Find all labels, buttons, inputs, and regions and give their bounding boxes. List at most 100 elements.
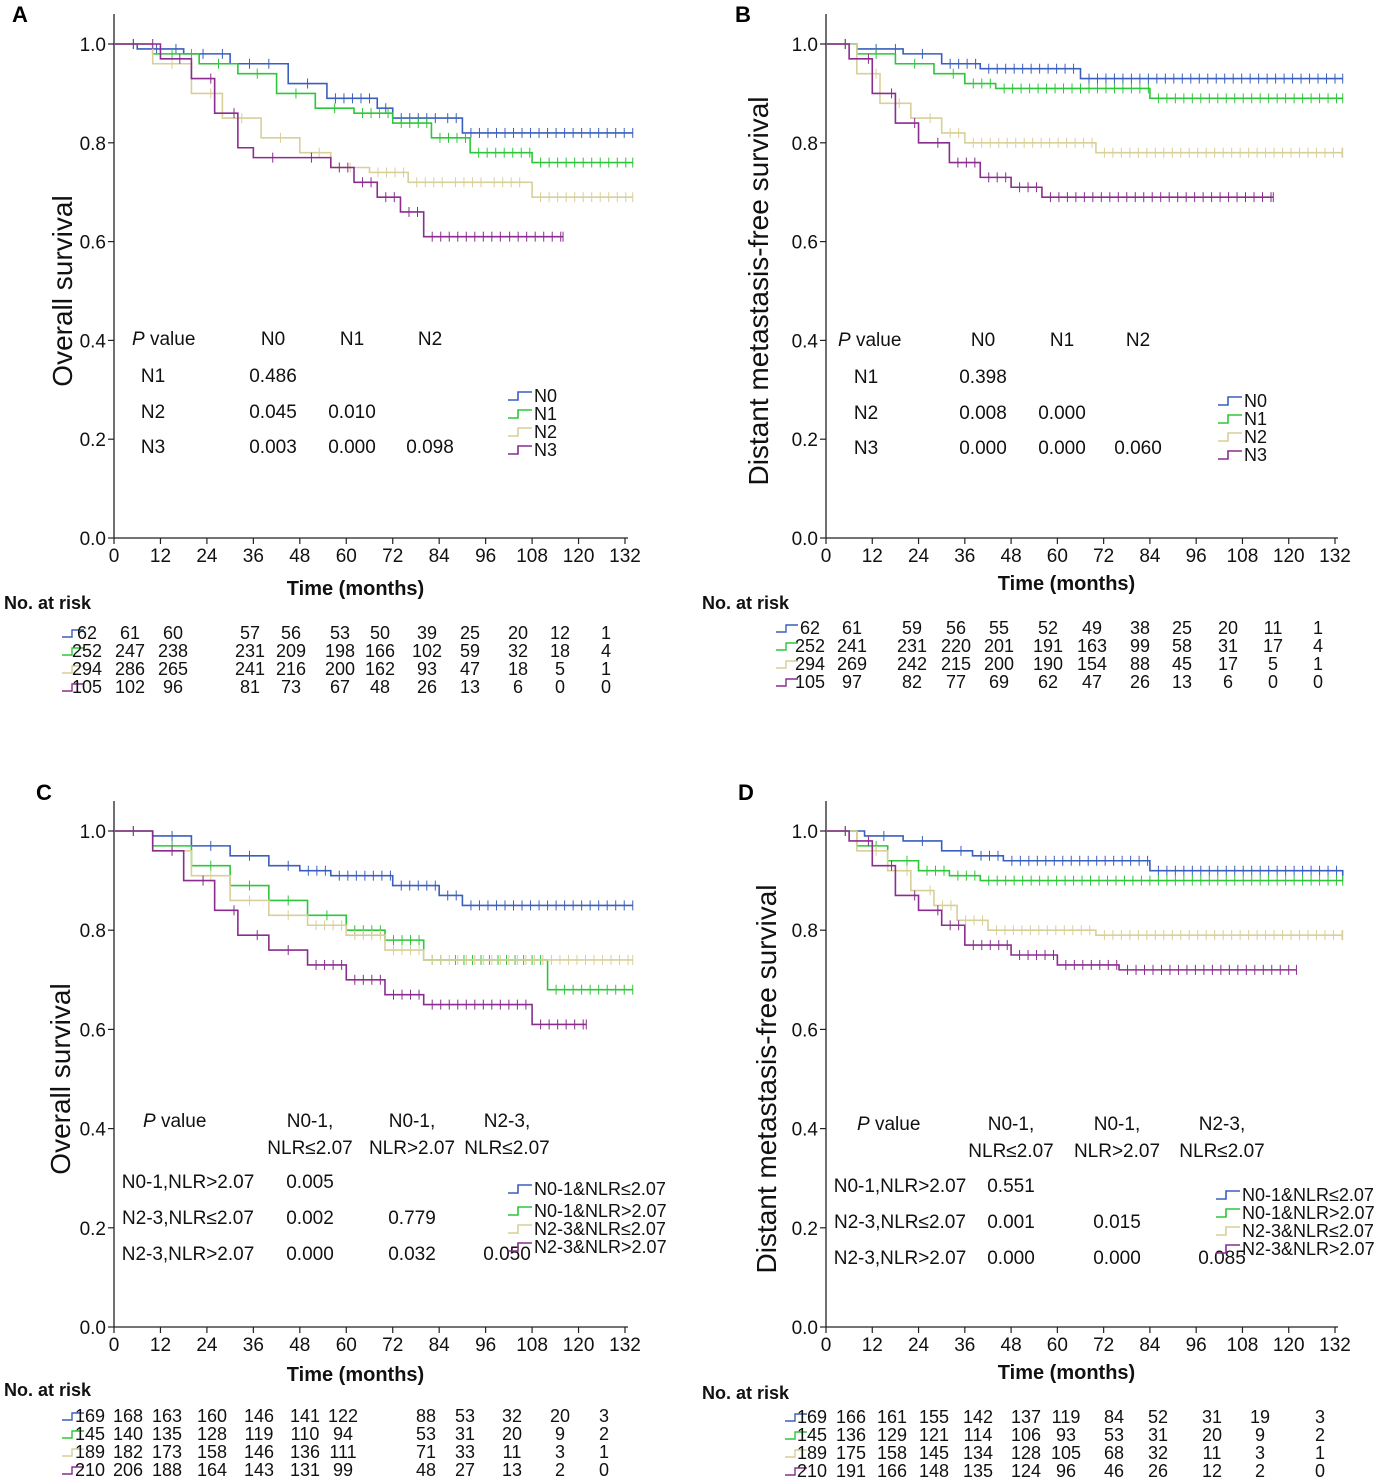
- risk-cell: 84: [1104, 1407, 1124, 1427]
- risk-cell: 9: [555, 1424, 565, 1444]
- risk-cell: 53: [330, 623, 350, 643]
- pvalue-cell: 0.486: [249, 366, 297, 387]
- risk-cell: 164: [197, 1460, 227, 1480]
- risk-cell: 166: [365, 641, 395, 661]
- risk-cell: 11: [1203, 1443, 1222, 1463]
- x-tick-label: 48: [289, 1335, 310, 1356]
- risk-cell: 81: [240, 677, 260, 697]
- risk-cell: 210: [797, 1461, 827, 1481]
- risk-cell: 32: [502, 1406, 522, 1426]
- x-tick-label: 60: [1047, 1335, 1068, 1356]
- x-tick-label: 12: [150, 1335, 171, 1356]
- risk-cell: 31: [1148, 1425, 1168, 1445]
- pvalue-cell: 0.015: [1093, 1212, 1141, 1233]
- risk-cell: 145: [75, 1424, 105, 1444]
- risk-swatch: [785, 1449, 807, 1458]
- legend-swatch: [1216, 1226, 1240, 1236]
- risk-cell: 131: [290, 1460, 320, 1480]
- y-tick-label: 1.0: [792, 822, 818, 843]
- risk-cell: 168: [113, 1406, 143, 1426]
- risk-cell: 19: [1250, 1407, 1270, 1427]
- x-tick-label: 72: [1093, 546, 1114, 567]
- risk-cell: 18: [550, 641, 570, 661]
- km-curve-3: [826, 43, 1343, 154]
- risk-cell: 201: [984, 636, 1014, 656]
- risk-cell: 96: [163, 677, 183, 697]
- legend-label: N2: [534, 422, 557, 442]
- x-tick-label: 108: [516, 1335, 548, 1356]
- legend-label: N2: [1244, 427, 1267, 447]
- legend-label: N3: [1244, 445, 1267, 465]
- y-tick-label: 0.8: [792, 921, 818, 942]
- pvalue-col-header: N0-1,: [1094, 1114, 1140, 1135]
- legend-swatch: [508, 427, 532, 437]
- risk-cell: 13: [1172, 672, 1192, 692]
- pvalue-row-label: N2-3,NLR≤2.07: [122, 1208, 254, 1229]
- risk-cell: 50: [370, 623, 390, 643]
- risk-cell: 25: [460, 623, 480, 643]
- y-tick-label: 0.2: [80, 1219, 106, 1240]
- km-curve-4: [114, 43, 564, 238]
- risk-cell: 4: [1313, 636, 1323, 656]
- risk-cell: 47: [1082, 672, 1102, 692]
- risk-cell: 71: [416, 1442, 436, 1462]
- risk-cell: 163: [1077, 636, 1107, 656]
- risk-cell: 135: [963, 1461, 993, 1481]
- risk-cell: 5: [1268, 654, 1278, 674]
- risk-cell: 53: [1104, 1425, 1124, 1445]
- y-axis-label: Distant metastasis-free survival: [743, 96, 774, 485]
- risk-cell: 189: [797, 1443, 827, 1463]
- legend-swatch: [1216, 1190, 1240, 1200]
- risk-cell: 294: [72, 659, 102, 679]
- risk-cell: 1: [1315, 1443, 1325, 1463]
- pvalue-word: value: [145, 329, 196, 350]
- risk-title: No. at risk: [4, 1380, 92, 1400]
- y-tick-label: 0.4: [792, 1120, 819, 1141]
- risk-cell: 169: [797, 1407, 827, 1427]
- risk-cell: 31: [1218, 636, 1238, 656]
- km-curve-3: [826, 830, 1343, 936]
- risk-cell: 269: [837, 654, 867, 674]
- pvalue-col-header: N1: [1050, 330, 1074, 351]
- risk-cell: 0: [599, 1460, 609, 1480]
- y-axis-label: Overall survival: [47, 195, 78, 386]
- x-tick-label: 120: [1273, 546, 1305, 567]
- x-axis-label: Time (months): [287, 578, 424, 600]
- risk-cell: 25: [1172, 618, 1192, 638]
- risk-cell: 38: [1130, 618, 1150, 638]
- pvalue-cell: 0.000: [987, 1248, 1035, 1269]
- risk-cell: 128: [1011, 1443, 1041, 1463]
- risk-cell: 148: [919, 1461, 949, 1481]
- risk-cell: 97: [842, 672, 862, 692]
- pvalue-cell: 0.001: [987, 1212, 1035, 1233]
- pvalue-p: P: [857, 1114, 870, 1135]
- x-tick-label: 96: [1186, 1335, 1207, 1356]
- x-tick-label: 120: [1273, 1335, 1305, 1356]
- risk-cell: 191: [1033, 636, 1063, 656]
- risk-cell: 62: [1038, 672, 1058, 692]
- x-axis-label: Time (months): [998, 573, 1135, 595]
- risk-cell: 5: [555, 659, 565, 679]
- pvalue-cell: 0.050: [483, 1244, 531, 1265]
- risk-cell: 26: [417, 677, 437, 697]
- legend-label: N2-3&NLR≤2.07: [534, 1219, 666, 1239]
- risk-cell: 137: [1011, 1407, 1041, 1427]
- x-tick-label: 0: [109, 1335, 120, 1356]
- risk-cell: 62: [77, 623, 97, 643]
- risk-cell: 189: [75, 1442, 105, 1462]
- panel-d: D0.00.20.40.60.81.00 12 24 36 48 60 72 84 96 108 1…: [702, 780, 1375, 1481]
- panel-c: C0.00.20.40.60.81.00 12 24 36 48 60 72 84 96 108 1…: [4, 780, 667, 1480]
- risk-cell: 11: [1264, 618, 1283, 638]
- legend-swatch: [1218, 396, 1242, 406]
- risk-cell: 160: [197, 1406, 227, 1426]
- risk-cell: 31: [1202, 1407, 1222, 1427]
- risk-cell: 145: [797, 1425, 827, 1445]
- risk-cell: 47: [460, 659, 480, 679]
- risk-cell: 17: [1263, 636, 1283, 656]
- risk-cell: 6: [1223, 672, 1233, 692]
- risk-cell: 53: [416, 1424, 436, 1444]
- pvalue-col-header: N2-3,: [484, 1111, 530, 1132]
- x-tick-label: 108: [1227, 546, 1259, 567]
- risk-cell: 1: [1313, 654, 1323, 674]
- risk-cell: 3: [1255, 1443, 1265, 1463]
